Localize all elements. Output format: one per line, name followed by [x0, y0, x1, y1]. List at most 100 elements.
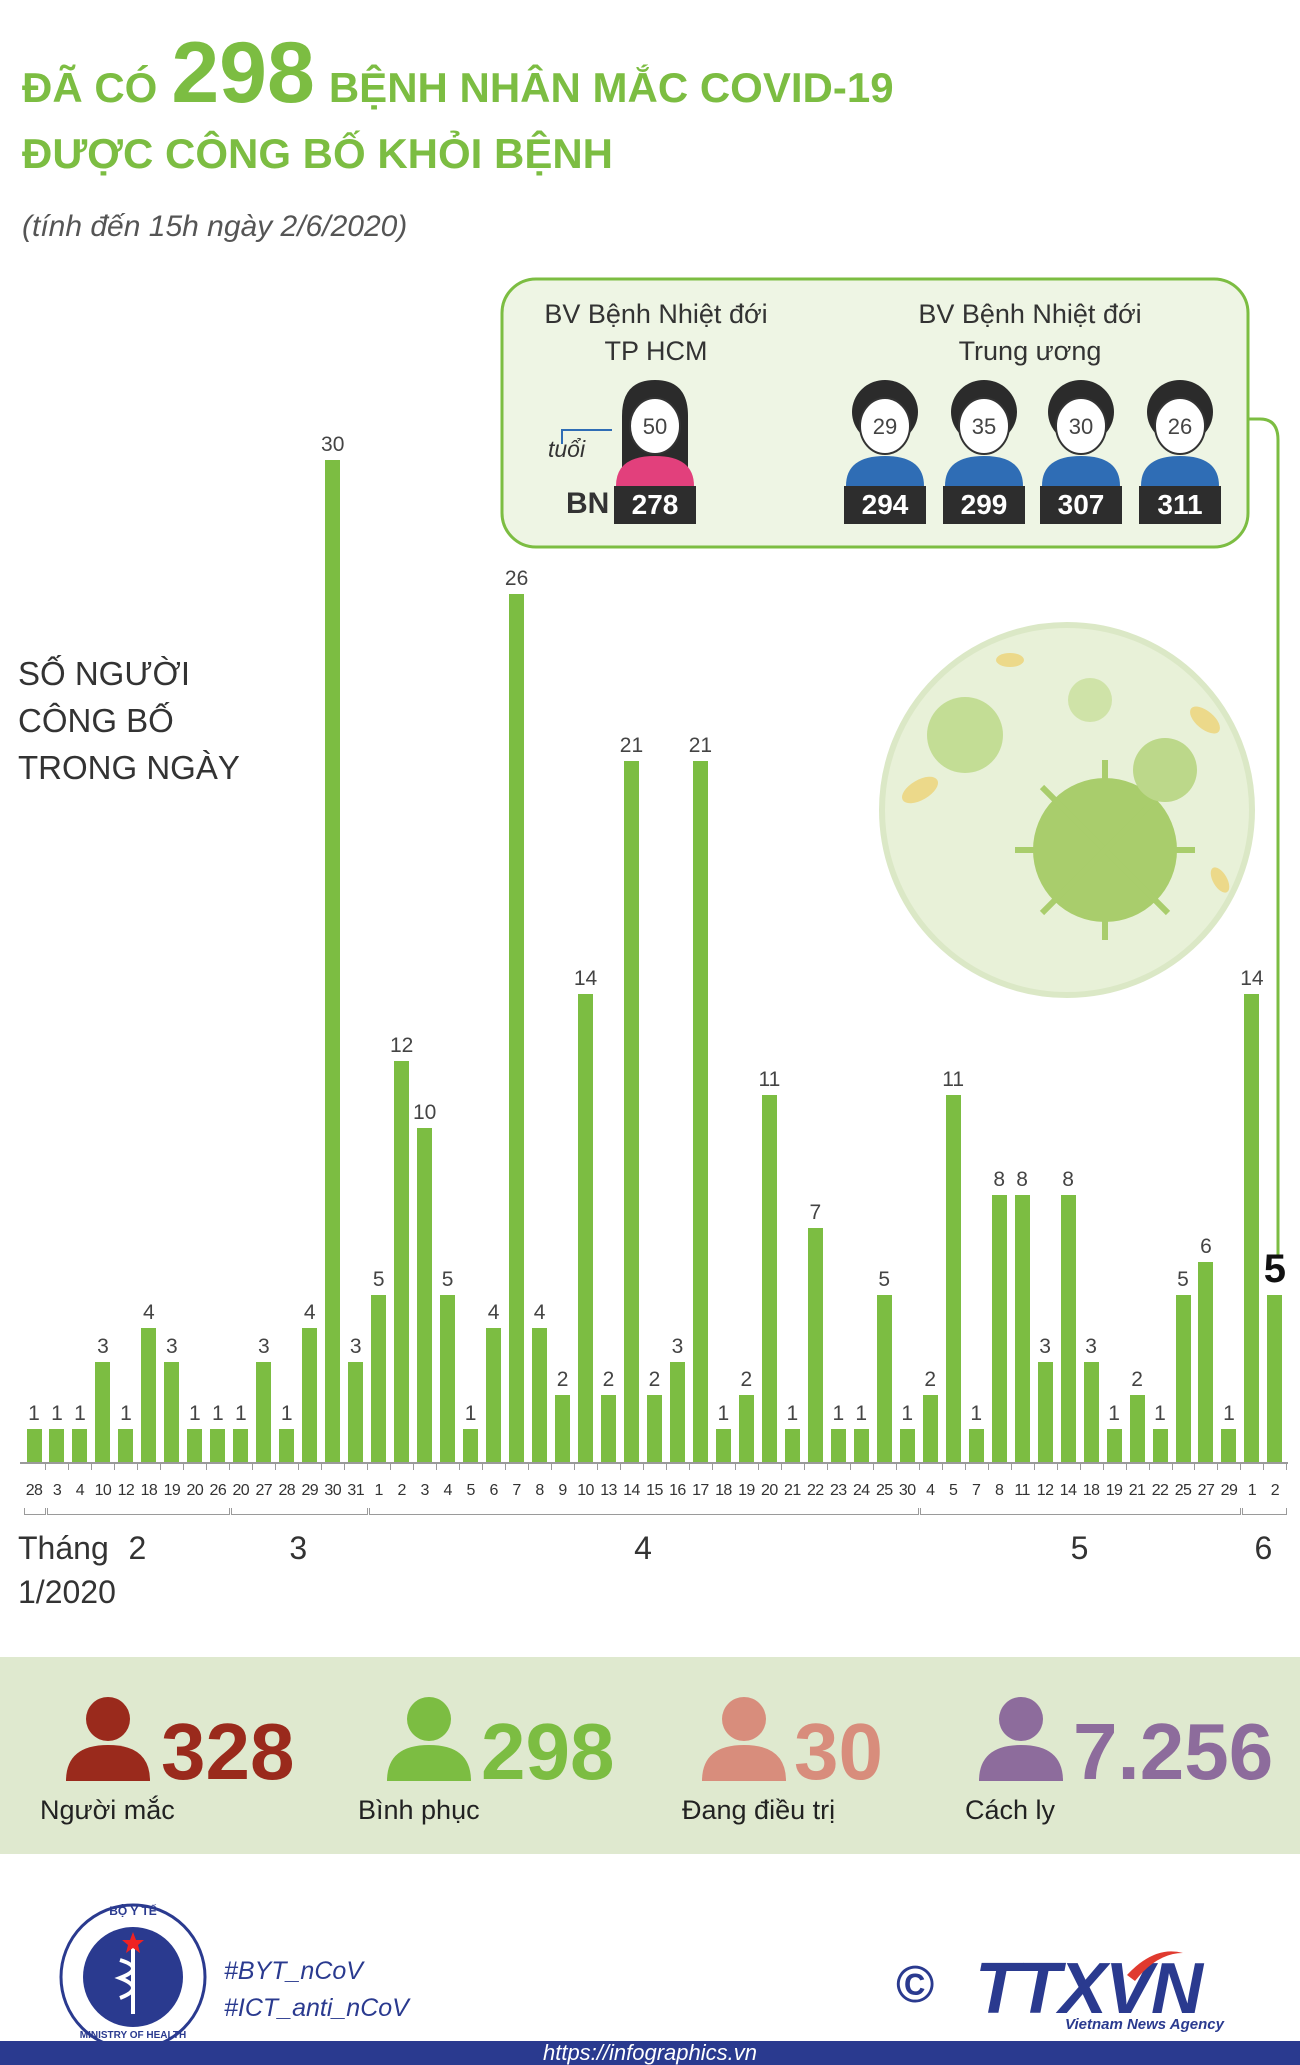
axis-tick [298, 1463, 300, 1470]
bar [509, 593, 525, 1462]
stat-label: Người mắc [40, 1795, 175, 1825]
value-label: 2 [740, 1368, 753, 1392]
axis-tick [1148, 1463, 1150, 1470]
x-tick-label: 29 [1220, 1482, 1238, 1499]
x-tick-label: 2 [397, 1482, 407, 1499]
x-axis [20, 1462, 1288, 1464]
x-tick-label: 4 [926, 1482, 935, 1499]
bar [646, 1395, 662, 1462]
value-label: 5 [878, 1268, 891, 1291]
hospital-name: BV Bệnh Nhiệt đới Trung ương [918, 299, 1142, 366]
bar [486, 1328, 502, 1462]
axis-tick [688, 1463, 690, 1470]
x-tick-label: 28 [25, 1482, 43, 1499]
value-label: 5 [1263, 1247, 1287, 1291]
x-tick-label: 16 [669, 1482, 686, 1499]
month-bracket [24, 1508, 46, 1515]
value-label: 21 [619, 733, 644, 757]
x-tick-label: 3 [52, 1482, 62, 1499]
value-label: 5 [1177, 1268, 1189, 1291]
bar [899, 1428, 915, 1462]
axis-tick [114, 1463, 116, 1470]
value-label: 6 [1200, 1234, 1212, 1258]
axis-tick [597, 1463, 598, 1470]
bar [578, 994, 594, 1462]
stats: 328 Người mắc 298 Bình phục 30 Đang điều trị 7… [40, 1697, 1273, 1825]
value-label: 3 [166, 1334, 178, 1358]
value-label: 1 [280, 1401, 293, 1425]
bar [1198, 1261, 1214, 1462]
head [86, 1697, 130, 1741]
patient-id: 307 [1040, 486, 1122, 524]
value-label: 3 [97, 1334, 109, 1358]
subtitle: (tính đến 15h ngày 2/6/2020) [22, 210, 408, 243]
bar [279, 1428, 295, 1462]
value-label: 1 [1154, 1401, 1166, 1425]
axis-tick [321, 1463, 323, 1470]
title-post: BỆNH NHÂN MẮC COVID-19 [328, 64, 894, 111]
hospital-name: BV Bệnh Nhiệt đới TP HCM [544, 299, 768, 366]
bar [1152, 1428, 1168, 1462]
value-label: 1 [832, 1401, 845, 1425]
x-tick-label: 22 [1151, 1482, 1169, 1499]
value-label: 11 [758, 1067, 781, 1091]
patient-icon [1042, 380, 1120, 486]
y-label: CÔNG BỐ [18, 702, 174, 739]
patient-id: 299 [943, 486, 1025, 524]
stat-value: 328 [161, 1707, 295, 1796]
axis-tick [68, 1463, 70, 1470]
bar [95, 1361, 111, 1462]
x-tick-label: 26 [209, 1482, 227, 1499]
face [1154, 397, 1206, 455]
bar [738, 1395, 754, 1462]
body [979, 1745, 1063, 1781]
axis-tick [826, 1463, 828, 1470]
bar [807, 1228, 823, 1462]
x-tick-label: 11 [1014, 1482, 1030, 1499]
body [702, 1745, 786, 1781]
value-label: 1 [74, 1401, 86, 1425]
value-label: 3 [257, 1334, 270, 1358]
x-tick-label: 9 [558, 1482, 567, 1499]
axis-tick [619, 1463, 621, 1470]
body [66, 1745, 150, 1781]
value-label: 2 [556, 1368, 569, 1392]
age-label: tuổi [548, 436, 586, 462]
value-label: 8 [1016, 1167, 1028, 1191]
value-label: 14 [1240, 967, 1264, 991]
bar [463, 1428, 479, 1462]
x-tick-label: 19 [1105, 1482, 1123, 1499]
shoulders [945, 456, 1023, 486]
stat-icon [66, 1697, 150, 1781]
bar [876, 1295, 892, 1462]
patient-id: 311 [1139, 486, 1221, 524]
x-tick-label: 24 [852, 1482, 870, 1499]
patient-id: 294 [844, 486, 926, 524]
bar [1014, 1194, 1030, 1462]
bar [1106, 1428, 1122, 1462]
x-tick-label: 12 [117, 1482, 135, 1499]
bar [1129, 1395, 1145, 1462]
bar [601, 1395, 616, 1462]
value-label: 2 [1131, 1368, 1143, 1392]
value-label: 11 [942, 1067, 965, 1091]
bar [1267, 1295, 1283, 1462]
x-tick-label: 21 [1128, 1482, 1146, 1499]
bar [991, 1194, 1007, 1462]
x-tick-label: 21 [784, 1482, 801, 1499]
x-tick-label: 30 [324, 1482, 342, 1499]
x-tick-label: 10 [577, 1482, 594, 1499]
y-label: TRONG NGÀY [18, 749, 240, 786]
month-label: 6 [1254, 1530, 1273, 1566]
axis-tick [160, 1463, 162, 1470]
bar [830, 1428, 846, 1462]
stat-icon [387, 1697, 471, 1781]
month-label: 2 [128, 1530, 147, 1566]
axis-tick [459, 1463, 461, 1470]
value-label: 26 [504, 566, 529, 590]
value-label: 3 [671, 1334, 684, 1358]
value-label: 1 [1223, 1401, 1235, 1425]
id-label: BN [566, 487, 610, 520]
patient-icon [945, 380, 1023, 486]
value-label: 4 [533, 1301, 546, 1325]
